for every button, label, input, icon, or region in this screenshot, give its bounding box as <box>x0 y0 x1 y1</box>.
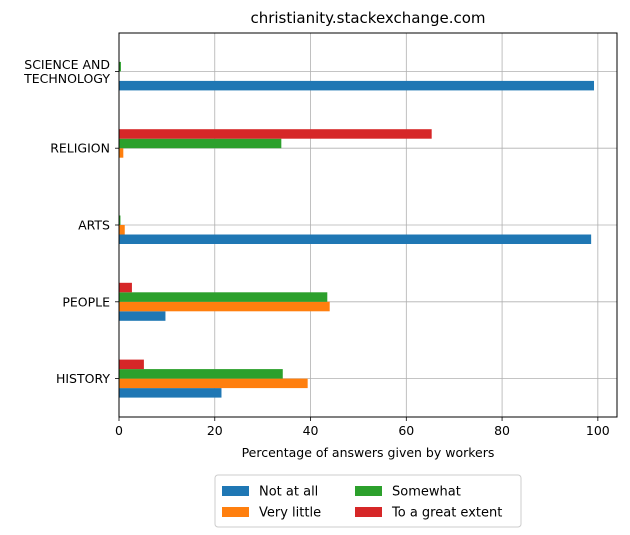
y-tick-label: RELIGION <box>50 141 110 156</box>
x-tick-label: 60 <box>398 423 414 438</box>
y-tick-label-line: ARTS <box>78 218 110 233</box>
bar <box>119 235 591 245</box>
y-tick-label-line: PEOPLE <box>62 294 110 309</box>
bar <box>119 360 144 370</box>
bar <box>119 139 281 149</box>
bar <box>119 225 125 235</box>
x-tick-label: 80 <box>494 423 510 438</box>
y-tick-label: ARTS <box>78 218 110 233</box>
chart-title: christianity.stackexchange.com <box>250 9 485 27</box>
legend-swatch <box>222 486 249 496</box>
legend: Not at all Very little Somewhat To a great … <box>215 475 521 527</box>
grid-lines <box>119 33 617 417</box>
bar <box>119 311 165 321</box>
y-tick-label-line: TECHNOLOGY <box>23 71 110 86</box>
x-tick-label: 40 <box>303 423 319 438</box>
bar <box>119 81 594 91</box>
bars <box>119 62 594 398</box>
x-axis-label: Percentage of answers given by workers <box>242 445 495 460</box>
bar <box>119 283 132 293</box>
y-tick-label-line: RELIGION <box>50 141 110 156</box>
legend-label: Very little <box>259 506 321 521</box>
bar <box>119 369 283 379</box>
y-tick-label: PEOPLE <box>62 294 110 309</box>
bar <box>119 302 330 312</box>
legend-swatch <box>355 486 382 496</box>
x-tick-label: 0 <box>115 423 123 438</box>
legend-label: Somewhat <box>392 485 461 500</box>
x-tick-label: 100 <box>586 423 610 438</box>
bar <box>119 388 221 398</box>
bar <box>119 148 123 158</box>
bar <box>119 292 327 302</box>
y-tick-label-line: SCIENCE AND <box>24 57 110 72</box>
x-tick-label: 20 <box>207 423 223 438</box>
bar <box>119 379 308 389</box>
legend-label: To a great extent <box>391 506 502 521</box>
axes <box>115 33 617 421</box>
bar <box>119 129 432 139</box>
y-tick-label-line: HISTORY <box>56 371 110 386</box>
legend-swatch <box>222 507 249 517</box>
legend-label: Not at all <box>259 485 318 500</box>
y-tick-label: HISTORY <box>56 371 110 386</box>
axis-labels: 0 20 40 60 80 100 SCIENCE AND TECHNOLOGY RELIGIO… <box>23 57 610 438</box>
y-tick-label: SCIENCE AND TECHNOLOGY <box>23 57 110 86</box>
legend-swatch <box>355 507 382 517</box>
